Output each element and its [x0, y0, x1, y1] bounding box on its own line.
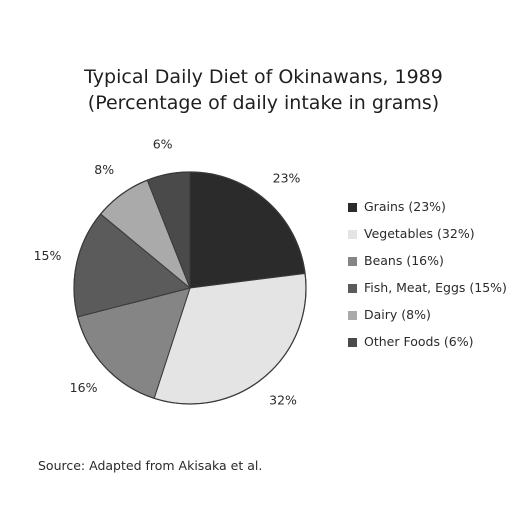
chart-subtitle: (Percentage of daily intake in grams): [87, 92, 440, 114]
legend-swatch: [348, 284, 357, 293]
legend-label: Grains (23%): [364, 199, 446, 214]
slice-label: 32%: [269, 392, 297, 407]
slice-label: 16%: [70, 380, 98, 395]
legend-label: Dairy (8%): [364, 307, 431, 322]
slice-label: 8%: [94, 162, 114, 177]
legend-swatch: [348, 203, 357, 212]
legend-label: Fish, Meat, Eggs (15%): [364, 280, 507, 295]
pie-slice-grains: [189, 171, 306, 289]
legend-swatch: [348, 338, 357, 347]
legend-swatch: [348, 311, 357, 320]
legend-swatch: [348, 230, 357, 239]
legend-label: Other Foods (6%): [364, 334, 474, 349]
legend-swatch: [348, 257, 357, 266]
slice-label: 6%: [153, 137, 173, 152]
pie-outline: [73, 171, 307, 405]
legend-label: Vegetables (32%): [364, 226, 475, 241]
chart-title: Typical Daily Diet of Okinawans, 1989: [84, 66, 443, 88]
legend-label: Beans (16%): [364, 253, 444, 268]
slice-label: 15%: [34, 248, 62, 263]
source-note: Source: Adapted from Akisaka et al.: [38, 458, 263, 473]
slice-label: 23%: [273, 170, 301, 185]
